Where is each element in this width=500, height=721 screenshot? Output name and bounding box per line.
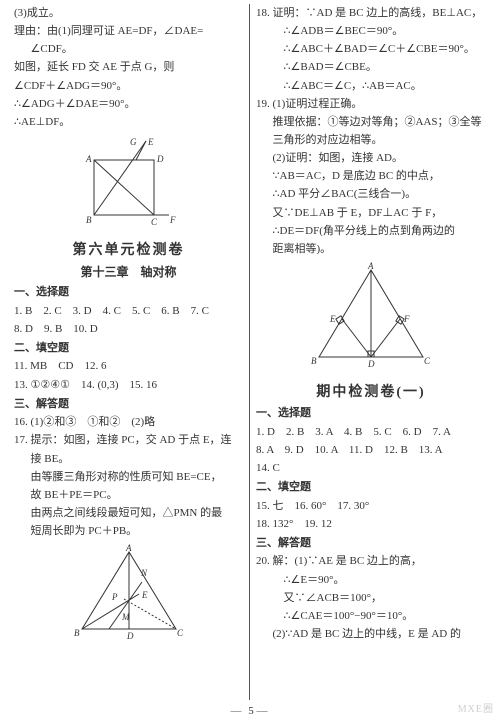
footer-dash-r: — (257, 705, 270, 717)
svg-text:D: D (367, 359, 375, 369)
choice-title-r: 一、选择题 (256, 405, 486, 423)
figure-triangle-right: A E F B D C (256, 262, 486, 375)
svg-text:A: A (367, 262, 374, 271)
page-footer: — 5 — (0, 705, 500, 717)
svg-text:B: B (311, 356, 317, 366)
left-column: (3)成立。 理由：由(1)同理可证 AE=DF，∠DAE= ∠CDF。 如图，… (8, 4, 250, 700)
q20-3: ∴∠CAE＝100°−90°＝10°。 (256, 607, 486, 625)
q19b-5: 距离相等)。 (256, 240, 486, 258)
q19a-2: 三角形的对应边相等。 (256, 131, 486, 149)
fill-r2: 18. 132° 19. 12 (256, 515, 486, 533)
p3-l2: ∠CDF。 (14, 40, 243, 58)
svg-text:F: F (169, 215, 176, 225)
svg-text:M: M (121, 612, 130, 622)
q18-4: ∴∠ABC＝∠C，∴AB＝AC。 (256, 77, 486, 95)
q17-5: 短周长即为 PC＋PB。 (14, 522, 243, 540)
q20-4: (2)∵AD 是 BC 边上的中线，E 是 AD 的 (256, 625, 486, 643)
page-columns: (3)成立。 理由：由(1)同理可证 AE=DF，∠DAE= ∠CDF。 如图，… (0, 0, 500, 700)
p3-l3: 如图，延长 FD 交 AE 于点 G，则 (14, 58, 243, 76)
watermark: MXE圈 (458, 700, 494, 715)
svg-text:C: C (424, 356, 431, 366)
q17-3: 故 BE＋PE＝PC。 (14, 486, 243, 504)
q20-1: ∴∠E＝90°。 (256, 571, 486, 589)
choice-r1: 1. D 2. B 3. A 4. B 5. C 6. D 7. A (256, 423, 486, 441)
choice-title-l: 一、选择题 (14, 284, 243, 302)
svg-text:B: B (74, 628, 80, 638)
figure-triangle-left: A N P E M B D C (14, 544, 243, 647)
q20-2: 又∵∠ACB＝100°， (256, 589, 486, 607)
svg-text:A: A (125, 544, 132, 553)
p3-l0: (3)成立。 (14, 4, 243, 22)
svg-text:E: E (147, 137, 154, 147)
fill-title-r: 二、填空题 (256, 479, 486, 497)
page-number: 5 (248, 705, 254, 717)
svg-text:N: N (140, 568, 148, 578)
q19b-4: ∴DE＝DF(角平分线上的点到角两边的 (256, 222, 486, 240)
choice-r3: 14. C (256, 459, 486, 477)
q19b-1: ∵AB＝AC，D 是底边 BC 的中点， (256, 167, 486, 185)
svg-text:C: C (177, 628, 184, 638)
figure-square: GE A D B C F (14, 135, 243, 233)
svg-text:A: A (85, 154, 92, 164)
svg-text:B: B (86, 215, 92, 225)
q18-2: ∴∠ABC＋∠BAD＝∠C＋∠CBE＝90°。 (256, 40, 486, 58)
q18-0: 18. 证明：∵AD 是 BC 边上的高线，BE⊥AC， (256, 4, 486, 22)
q16: 16. (1)②和③ ①和② (2)略 (14, 413, 243, 431)
unit-title: 第六单元检测卷 (14, 239, 243, 259)
svg-text:D: D (156, 154, 164, 164)
right-column: 18. 证明：∵AD 是 BC 边上的高线，BE⊥AC， ∴∠ADB＝∠BEC＝… (250, 4, 492, 700)
q17-4: 由两点之间线段最短可知，△PMN 的最 (14, 504, 243, 522)
q18-1: ∴∠ADB＝∠BEC＝90°。 (256, 22, 486, 40)
q19b-2: ∴AD 平分∠BAC(三线合一)。 (256, 185, 486, 203)
p3-l4: ∠CDF＋∠ADG＝90°。 (14, 77, 243, 95)
svg-text:D: D (126, 631, 134, 641)
p3-l1: 理由：由(1)同理可证 AE=DF，∠DAE= (14, 22, 243, 40)
q20-0: 20. 解：(1)∵AE 是 BC 边上的高， (256, 552, 486, 570)
mid-title: 期中检测卷(一) (256, 381, 486, 401)
q18-3: ∴∠BAD＝∠CBE。 (256, 58, 486, 76)
svg-text:C: C (151, 217, 158, 227)
fill-r1: 15. 七 16. 60° 17. 30° (256, 497, 486, 515)
svg-text:P: P (111, 592, 118, 602)
fill-l2: 13. ①②④① 14. (0,3) 15. 16 (14, 376, 243, 394)
choice-r2: 8. A 9. D 10. A 11. D 12. B 13. A (256, 441, 486, 459)
ans-title-r: 三、解答题 (256, 535, 486, 553)
q19a-0: 19. (1)证明过程正确。 (256, 95, 486, 113)
q19b-0: (2)证明：如图，连接 AD。 (256, 149, 486, 167)
footer-dash-l: — (231, 705, 249, 717)
choice-l2: 8. D 9. B 10. D (14, 320, 243, 338)
svg-text:G: G (130, 137, 137, 147)
svg-text:E: E (329, 314, 336, 324)
p3-l5: ∴∠ADG＋∠DAE＝90°。 (14, 95, 243, 113)
fill-l1: 11. MB CD 12. 6 (14, 357, 243, 375)
svg-text:F: F (403, 314, 410, 324)
q17-1: 接 BE。 (14, 450, 243, 468)
svg-text:E: E (141, 590, 148, 600)
fill-title-l: 二、填空题 (14, 340, 243, 358)
q19b-3: 又∵DE⊥AB 于 E，DF⊥AC 于 F， (256, 204, 486, 222)
choice-l1: 1. B 2. C 3. D 4. C 5. C 6. B 7. C (14, 302, 243, 320)
p3-l6: ∴AE⊥DF。 (14, 113, 243, 131)
chapter-title: 第十三章 轴对称 (14, 263, 243, 280)
ans-title-l: 三、解答题 (14, 396, 243, 414)
q17-0: 17. 提示：如图，连接 PC，交 AD 于点 E，连 (14, 431, 243, 449)
q19a-1: 推理依据：①等边对等角；②AAS；③全等 (256, 113, 486, 131)
q17-2: 由等腰三角形对称的性质可知 BE=CE， (14, 468, 243, 486)
